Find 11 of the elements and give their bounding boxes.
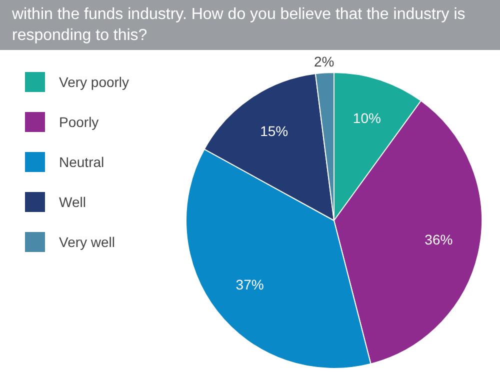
data-label: 37% <box>236 276 264 293</box>
legend-label: Very well <box>59 234 116 250</box>
legend-label: Poorly <box>59 114 99 130</box>
data-label: 15% <box>260 123 288 140</box>
legend-label: Neutral <box>59 154 104 170</box>
data-label: 36% <box>424 231 453 248</box>
chart-title: within the funds industry. How do you believe that the industry is responding to this? <box>0 0 500 50</box>
data-label: 2% <box>314 54 334 70</box>
data-label: 10% <box>352 110 381 126</box>
legend-label: Very poorly <box>59 74 130 90</box>
legend-label: Well <box>59 194 86 210</box>
